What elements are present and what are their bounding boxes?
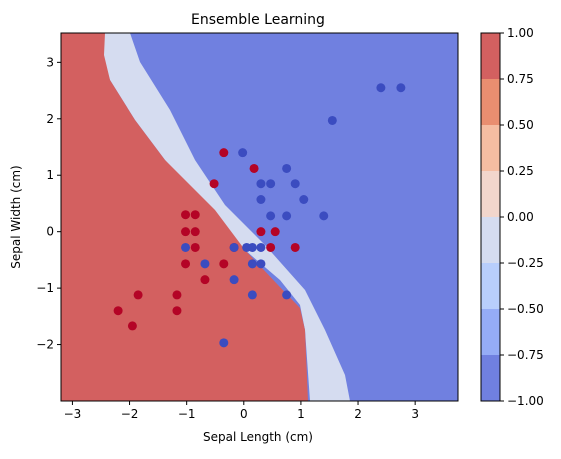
scatter-point [181,227,191,237]
y-tick-label: −2 [36,338,54,352]
scatter-point [229,275,239,285]
scatter-point [219,148,229,158]
scatter-point [376,83,386,93]
plot-frame [60,32,459,402]
scatter-point [219,259,229,269]
scatter-point [219,338,229,348]
scatter-point [266,179,276,189]
y-tick-label: −1 [36,281,54,295]
scatter-point [200,275,210,285]
scatter-point [282,290,292,300]
scatter-point [282,211,292,221]
scatter-point [256,242,266,252]
scatter-point [133,290,143,300]
scatter-point [270,227,280,237]
x-tick-label: −1 [178,407,196,421]
scatter-point [181,259,191,269]
colorbar-band [481,355,500,401]
scatter-point [172,306,182,316]
x-axis-label: Sepal Length (cm) [203,430,313,444]
points-layer [113,83,406,348]
colorbar-band [481,309,500,355]
scatter-point [266,242,276,252]
scatter-point [190,210,200,220]
scatter-point [256,259,266,269]
colorbar-tick-label: 0.75 [507,72,534,86]
decision-boundary-band [100,33,350,401]
scatter-point [200,259,210,269]
scatter-point [290,179,300,189]
scatter-point [282,163,292,173]
scatter-point [290,242,300,252]
plot-area [61,33,458,401]
scatter-point [396,83,406,93]
colorbar-tick-label: −1.00 [507,394,544,408]
scatter-point [256,179,266,189]
x-tick-label: 2 [354,407,362,421]
x-tick-label: −2 [121,407,139,421]
colorbar-tick-label: 0.00 [507,210,534,224]
chart-title: Ensemble Learning [191,12,325,28]
colorbar-band [481,79,500,125]
colorbar-tick-label: −0.25 [507,256,544,270]
scatter-point [229,242,239,252]
scatter-point [181,242,191,252]
colorbar-tick-label: −0.75 [507,348,544,362]
scatter-point [299,195,309,205]
scatter-point [256,227,266,237]
scatter-point [319,211,329,221]
scatter-point [247,242,257,252]
scatter-point [256,195,266,205]
scatter-point [190,227,200,237]
colorbar-tick-label: 0.50 [507,118,534,132]
colorbar-band [481,217,500,263]
y-tick-label: 3 [46,55,54,69]
scatter-point [247,259,257,269]
colorbar-band [481,125,500,171]
y-tick-label: 2 [46,112,54,126]
scatter-point [238,148,248,158]
y-tick-label: 0 [46,225,54,239]
colorbar-band [481,33,500,79]
x-tick-label: 1 [297,407,305,421]
scatter-point [113,306,123,316]
x-tick-label: 0 [240,407,248,421]
colorbar: −1.00 −0.75 −0.50 −0.25 0.00 0.25 0.50 0.75 1.00 [480,26,544,408]
scatter-point [247,290,257,300]
scatter-point [181,210,191,220]
colorbar-band [481,171,500,217]
x-axis-ticks: −3 −2 −1 0 1 2 3 [64,401,419,421]
scatter-point [209,179,219,189]
scatter-point [172,290,182,300]
y-axis-label: Sepal Width (cm) [9,165,23,268]
x-tick-label: 3 [411,407,419,421]
x-tick-label: −3 [64,407,82,421]
colorbar-tick-label: −0.50 [507,302,544,316]
colorbar-tick-label: 1.00 [507,26,534,40]
scatter-point [190,242,200,252]
colorbar-tick-label: 0.25 [507,164,534,178]
y-tick-label: 1 [46,168,54,182]
scatter-point [249,163,259,173]
scatter-point [327,115,337,125]
scatter-point [266,211,276,221]
scatter-point [127,321,137,331]
y-axis-ticks: −2 −1 0 1 2 3 [36,55,61,352]
colorbar-band [481,263,500,309]
